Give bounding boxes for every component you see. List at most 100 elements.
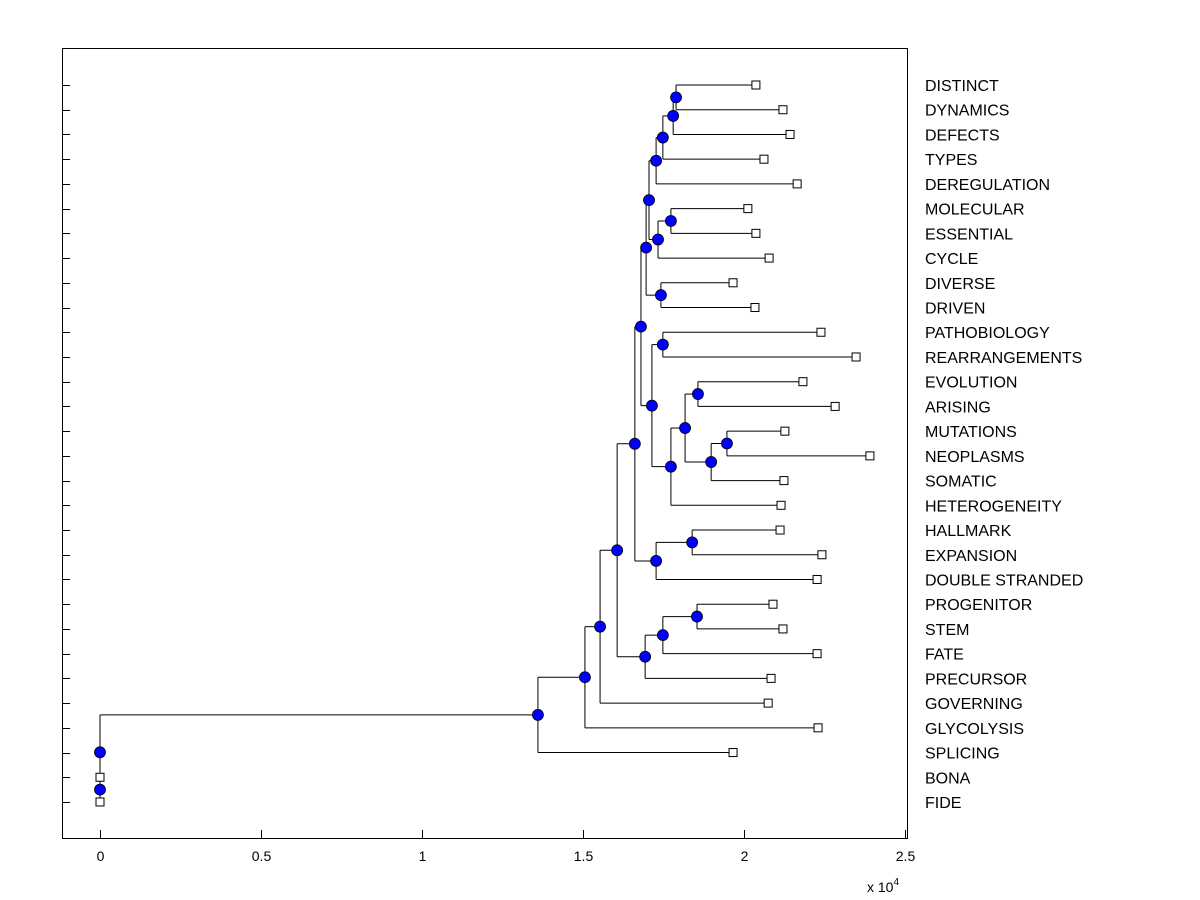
- x-ticks: 0 0.5 1 1.5 2 2.5: [97, 830, 916, 864]
- leaf-label: STEM: [925, 622, 969, 639]
- branch-node-b3: [656, 131, 669, 144]
- branch-node-b25: [594, 620, 606, 633]
- leaf-label: GOVERNING: [925, 696, 1023, 713]
- leaf-label: FATE: [925, 647, 964, 664]
- leaf-node: [763, 698, 773, 708]
- leaf-node: [764, 253, 774, 263]
- leaf-node: [830, 401, 840, 411]
- leaf-node: [751, 80, 761, 90]
- leaf-node: [743, 204, 753, 214]
- leaf-node: [778, 105, 788, 115]
- branch-node-b12: [721, 437, 733, 450]
- leaf-node: [751, 228, 761, 238]
- branch-node-b16: [646, 399, 658, 412]
- x-tick-label: 2: [741, 848, 749, 864]
- leaf-label: DIVERSE: [925, 276, 995, 293]
- branch-node-b9: [640, 241, 653, 254]
- leaf-node: [766, 673, 776, 683]
- branch-node-b27: [532, 709, 544, 721]
- branch-node-b26: [579, 671, 591, 684]
- y-ticks: [62, 85, 70, 803]
- x-tick-label: 1.5: [574, 848, 594, 864]
- branch-node-b15: [665, 460, 677, 473]
- leaf-label: PRECURSOR: [925, 671, 1027, 688]
- branch-node-b17: [635, 320, 647, 333]
- leaf-label: GLYCOLYSIS: [925, 721, 1024, 738]
- branch-node-b10: [656, 338, 669, 351]
- x-tick-label: 2.5: [896, 848, 916, 864]
- leaf-node: [817, 550, 827, 560]
- branch-node-b24: [611, 544, 624, 557]
- branch-node-b7: [643, 194, 655, 207]
- branch-node-b29: [94, 746, 106, 759]
- leaf-node: [813, 723, 823, 733]
- leaf-node: [728, 748, 738, 758]
- branch-node-b13: [705, 456, 718, 468]
- leaf-label: HALLMARK: [925, 523, 1012, 540]
- leaf-labels: DISTINCT DYNAMICS DEFECTS TYPES DEREGULATION…: [925, 78, 1083, 812]
- leaf-label: TYPES: [925, 152, 977, 169]
- branch-node-b28: [94, 783, 106, 796]
- leaf-node: [780, 426, 790, 436]
- branch-node-b22: [656, 629, 669, 642]
- leaf-label: ARISING: [925, 399, 991, 416]
- leaf-node: [768, 599, 778, 609]
- leaf-label: CYCLE: [925, 251, 978, 268]
- leaf-label: DEREGULATION: [925, 177, 1050, 194]
- branch-node-b8: [655, 289, 667, 302]
- branch-node-b2: [667, 110, 680, 122]
- leaf-label: PROGENITOR: [925, 597, 1032, 614]
- leaf-label: HETEROGENEITY: [925, 498, 1062, 515]
- leaf-label: FIDE: [925, 795, 961, 812]
- leaf-node: [759, 154, 769, 164]
- branch-node-b5: [665, 215, 677, 227]
- leaf-node: [798, 377, 808, 387]
- leaf-label: EVOLUTION: [925, 375, 1017, 392]
- leaf-node: [776, 500, 786, 510]
- x-tick-label: 1: [419, 848, 427, 864]
- x-multiplier: x 104: [867, 877, 899, 895]
- leaf-node: [812, 649, 822, 659]
- leaf-node: [728, 278, 738, 288]
- branch-node-b23: [639, 650, 652, 663]
- leaf-label: DEFECTS: [925, 127, 1000, 144]
- branch-node-b11: [692, 388, 704, 400]
- leaf-node: [775, 525, 785, 535]
- tree-nodes: [94, 80, 875, 807]
- leaf-label: SPLICING: [925, 746, 1000, 763]
- leaf-label: DRIVEN: [925, 301, 985, 318]
- leaf-node: [95, 772, 105, 782]
- branch-node-b4: [650, 154, 662, 167]
- branch-node-b20: [628, 437, 641, 450]
- leaf-label: BONA: [925, 770, 971, 787]
- branch-node-b18: [686, 536, 699, 549]
- leaf-node: [779, 476, 789, 486]
- x-tick-label: 0: [97, 848, 105, 864]
- leaf-node: [851, 352, 861, 362]
- leaf-label: MUTATIONS: [925, 424, 1017, 441]
- leaf-node: [750, 303, 760, 313]
- leaf-node: [865, 451, 875, 461]
- branch-node-b1: [670, 91, 682, 104]
- leaf-node: [812, 574, 822, 584]
- leaf-label: DISTINCT: [925, 78, 999, 95]
- leaf-label: MOLECULAR: [925, 202, 1025, 219]
- leaf-label: REARRANGEMENTS: [925, 350, 1082, 367]
- leaf-node: [778, 624, 788, 634]
- leaf-node: [792, 179, 802, 189]
- leaf-node: [95, 797, 105, 807]
- leaf-label: NEOPLASMS: [925, 449, 1025, 466]
- branch-node-b19: [650, 555, 662, 567]
- branch-node-b6: [652, 233, 664, 246]
- leaf-label: DOUBLE STRANDED: [925, 572, 1083, 589]
- leaf-label: EXPANSION: [925, 548, 1017, 565]
- leaf-node: [816, 327, 826, 337]
- x-multiplier-exponent: 4: [893, 877, 899, 888]
- branch-node-b14: [679, 422, 691, 434]
- axes-box: [62, 48, 908, 839]
- leaf-label: SOMATIC: [925, 474, 997, 491]
- leaf-label: DYNAMICS: [925, 103, 1009, 120]
- leaf-label: ESSENTIAL: [925, 226, 1013, 243]
- leaf-node: [785, 129, 795, 139]
